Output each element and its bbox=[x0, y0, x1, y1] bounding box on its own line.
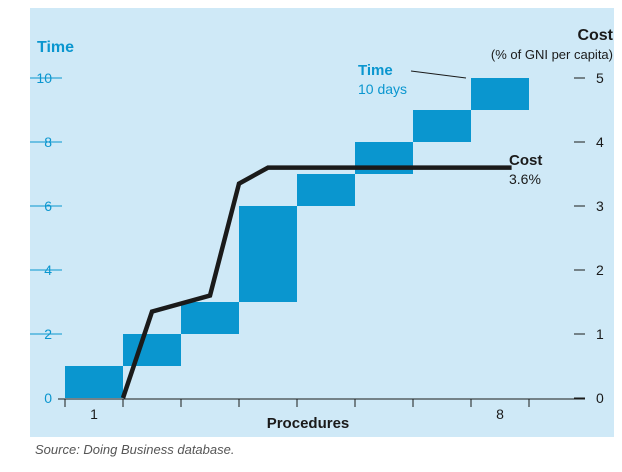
right-tick-label: 5 bbox=[596, 70, 604, 86]
left-tick-label: 4 bbox=[44, 262, 52, 278]
right-tick-label: 3 bbox=[596, 198, 604, 214]
x-axis-title: Procedures bbox=[267, 415, 350, 432]
source-database-name: Doing Business bbox=[83, 442, 174, 457]
right-axis-ticks: 0 1 2 3 4 5 bbox=[574, 70, 604, 406]
left-tick-label: 0 bbox=[44, 390, 52, 406]
cost-axis-title: Cost bbox=[577, 27, 613, 44]
left-tick-label: 10 bbox=[36, 70, 52, 86]
left-axis-ticks: 0 2 4 6 8 10 bbox=[30, 70, 62, 406]
right-tick-label: 0 bbox=[596, 390, 604, 406]
time-bar-procedure-8 bbox=[471, 78, 529, 110]
source-note: Source: Doing Business database. bbox=[35, 442, 234, 457]
time-bar-procedure-2 bbox=[123, 334, 181, 366]
right-tick-label: 4 bbox=[596, 134, 604, 150]
right-tick-label: 2 bbox=[596, 262, 604, 278]
x-tick-label: 8 bbox=[496, 406, 504, 422]
time-bar-procedure-3 bbox=[181, 302, 239, 334]
time-axis-title: Time bbox=[37, 39, 74, 56]
time-bars bbox=[65, 78, 529, 398]
time-annotation-leader bbox=[410, 70, 467, 79]
time-bar-procedure-5 bbox=[297, 174, 355, 206]
cost-line bbox=[120, 165, 512, 399]
time-bar-procedure-4 bbox=[239, 206, 297, 302]
time-bar-procedure-1 bbox=[65, 366, 123, 398]
source-suffix: database. bbox=[173, 442, 235, 457]
time-annotation-title: Time bbox=[358, 62, 393, 79]
time-annotation-value: 10 days bbox=[358, 81, 407, 97]
cost-annotation-value: 3.6% bbox=[509, 171, 541, 187]
cost-annotation-title: Cost bbox=[509, 152, 542, 169]
cost-axis-subtitle: (% of GNI per capita) bbox=[491, 47, 613, 62]
source-prefix: Source: bbox=[35, 442, 84, 457]
left-tick-label: 2 bbox=[44, 326, 52, 342]
time-bar-procedure-7 bbox=[413, 110, 471, 142]
left-tick-label: 8 bbox=[44, 134, 52, 150]
left-tick-label: 6 bbox=[44, 198, 52, 214]
right-tick-label: 1 bbox=[596, 326, 604, 342]
x-tick-label: 1 bbox=[90, 406, 98, 422]
